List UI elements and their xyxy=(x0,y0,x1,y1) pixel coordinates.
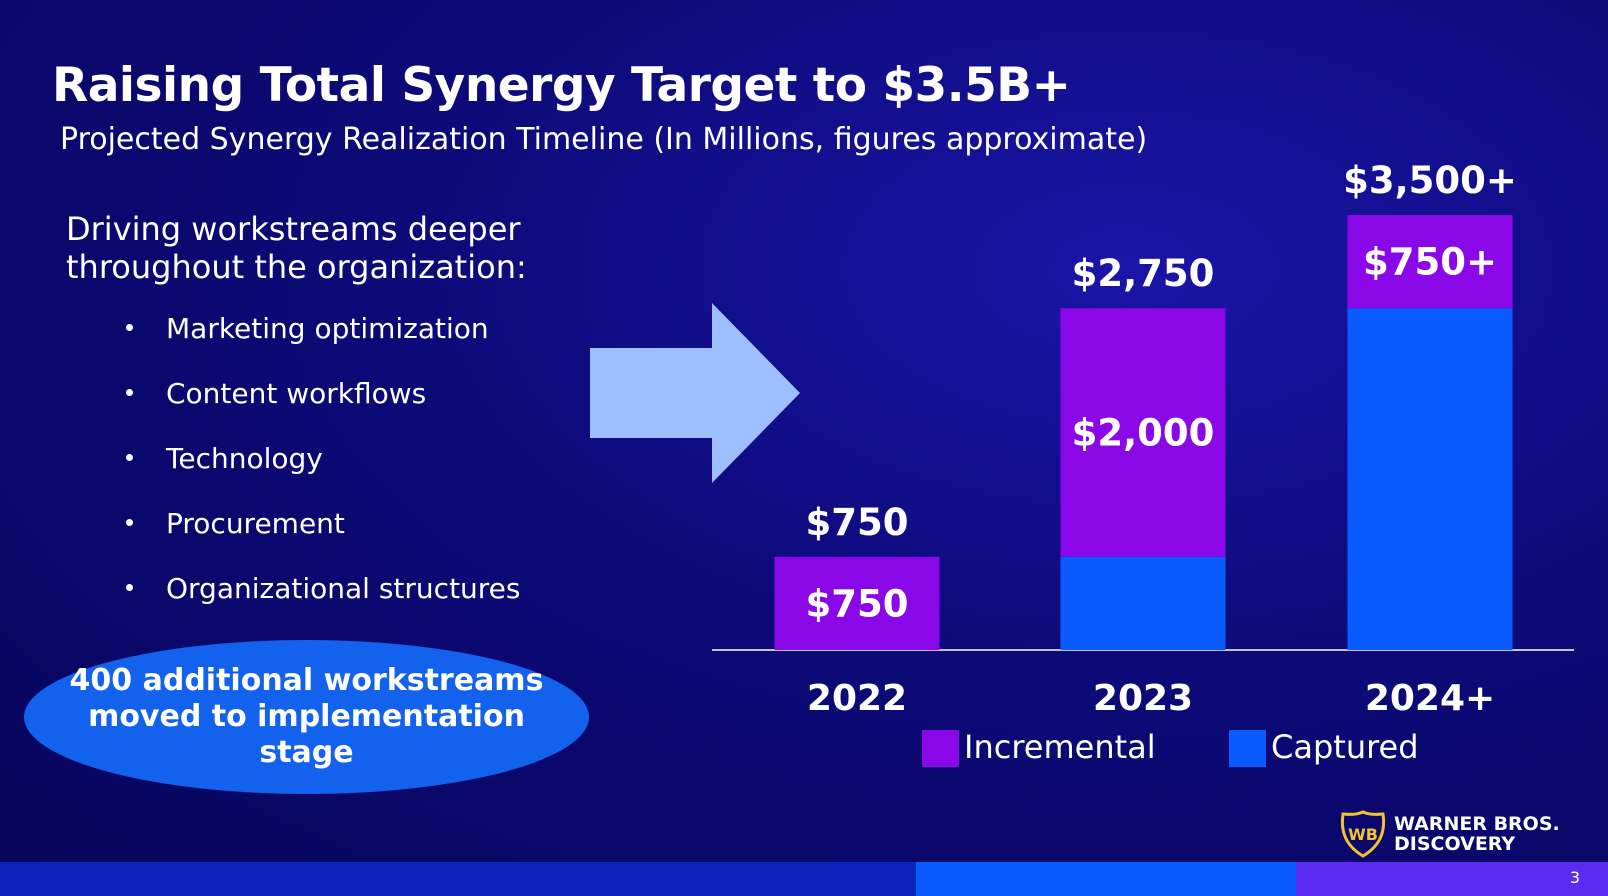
list-item: Marketing optimization xyxy=(126,312,521,377)
bar-segment-label: $750 xyxy=(806,582,909,625)
bar-total-label: $750 xyxy=(806,501,909,544)
bar-incremental xyxy=(774,556,940,650)
bar-incremental xyxy=(1060,308,1226,557)
footer-segment xyxy=(916,862,1296,896)
list-item: Procurement xyxy=(126,507,521,572)
bullet-icon xyxy=(126,519,133,526)
wb-shield-icon: WB xyxy=(1340,810,1386,858)
slide-subtitle: Projected Synergy Realization Timeline (… xyxy=(60,122,1148,157)
x-tick-label: 2023 xyxy=(1093,678,1193,719)
page-number: 3 xyxy=(1569,868,1580,887)
bar-captured xyxy=(1347,308,1513,650)
bullet-icon xyxy=(126,584,133,591)
slide-title: Raising Total Synergy Target to $3.5B+ xyxy=(52,58,1071,113)
bullet-icon xyxy=(126,389,133,396)
svg-text:WB: WB xyxy=(1348,825,1378,844)
logo-wordmark: WARNER BROS. DISCOVERY xyxy=(1394,813,1560,855)
list-item: Content workflows xyxy=(126,377,521,442)
bar-total-label: $3,500+ xyxy=(1343,159,1517,202)
bar-segment-label: $750+ xyxy=(1363,241,1497,284)
bar-captured xyxy=(1060,556,1226,650)
callout-ellipse: 400 additional workstreams moved to impl… xyxy=(24,640,589,794)
bar-segment-label: $2,000 xyxy=(1072,412,1215,455)
bar-incremental xyxy=(1347,215,1513,309)
list-item-label: Marketing optimization xyxy=(166,312,489,345)
bullet-icon xyxy=(126,324,133,331)
bar-total-label: $2,750 xyxy=(1072,252,1215,295)
x-tick-label: 2022 xyxy=(807,678,907,719)
right-arrow-icon xyxy=(590,303,800,483)
legend-label: Incremental xyxy=(964,728,1156,766)
footer-bar xyxy=(0,862,1608,896)
legend-swatch xyxy=(922,730,959,767)
list-item-label: Technology xyxy=(166,442,323,475)
synergy-bar-chart: $750 $750 2022 $2,000 $2,750 2023 $750+ $3,500+… xyxy=(774,159,1517,767)
list-item-label: Content workflows xyxy=(166,377,427,410)
legend-swatch xyxy=(1229,730,1266,767)
footer-segment xyxy=(0,862,916,896)
warner-bros-discovery-logo: WB WARNER BROS. DISCOVERY xyxy=(1340,810,1564,858)
list-item: Organizational structures xyxy=(126,572,521,637)
legend-label: Captured xyxy=(1271,728,1419,766)
callout-text: 400 additional workstreams moved to impl… xyxy=(69,663,544,770)
list-item: Technology xyxy=(126,442,521,507)
list-item-label: Organizational structures xyxy=(166,572,521,605)
footer-segment xyxy=(1296,862,1608,896)
workstream-list: Marketing optimization Content workflows… xyxy=(126,312,521,637)
intro-text: Driving workstreams deeper throughout th… xyxy=(66,210,527,286)
list-item-label: Procurement xyxy=(166,507,345,540)
bullet-icon xyxy=(126,454,133,461)
x-tick-label: 2024+ xyxy=(1365,678,1495,719)
